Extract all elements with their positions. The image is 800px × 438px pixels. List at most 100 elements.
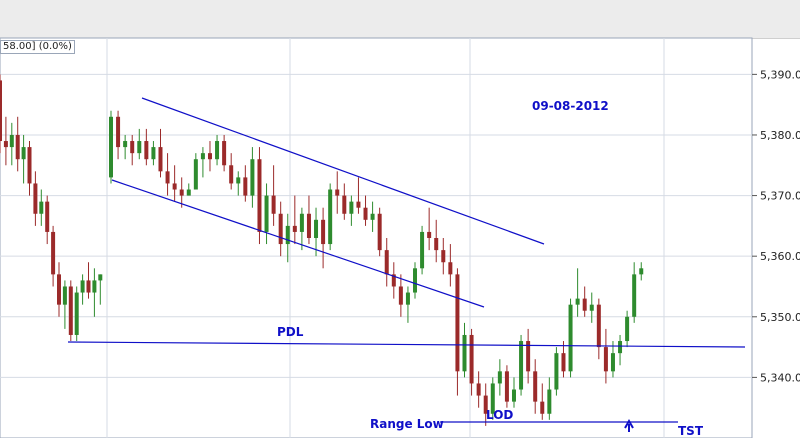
- candle: [391, 262, 396, 299]
- candle: [568, 298, 573, 378]
- candle: [27, 141, 32, 196]
- candle: [632, 262, 637, 323]
- candle: [62, 280, 67, 329]
- candle: [116, 110, 121, 160]
- pdl-annotation: PDL: [277, 325, 304, 339]
- candle-body: [165, 171, 170, 184]
- candle: [618, 334, 623, 366]
- candle: [123, 134, 128, 160]
- candle-body: [314, 219, 319, 238]
- candle: [370, 201, 375, 232]
- candle-body: [582, 298, 587, 311]
- candle: [483, 383, 488, 426]
- candle-body: [158, 147, 163, 172]
- candle-body: [222, 141, 227, 166]
- candle: [299, 207, 304, 251]
- candle-body: [21, 147, 26, 160]
- y-tick-label: 5,350.00: [760, 311, 800, 324]
- candle: [405, 286, 410, 323]
- candle-body: [264, 195, 269, 232]
- candle: [561, 341, 566, 378]
- candles: [0, 74, 644, 426]
- candle: [384, 238, 389, 287]
- candle-body: [229, 165, 234, 184]
- candle: [321, 207, 326, 269]
- candle: [540, 383, 545, 420]
- candle: [158, 128, 163, 178]
- candle: [413, 262, 418, 299]
- candle: [504, 365, 509, 408]
- candle: [144, 128, 149, 166]
- candle-body: [236, 177, 241, 184]
- candle-body: [384, 250, 389, 275]
- candle-body: [193, 159, 198, 190]
- candle: [575, 268, 580, 317]
- candle-body: [469, 334, 474, 384]
- y-tick-label: 5,360.00: [760, 250, 800, 263]
- candle-body: [57, 274, 61, 305]
- candle: [441, 238, 446, 275]
- candle-body: [3, 141, 8, 148]
- candle: [86, 262, 91, 299]
- candle: [625, 310, 630, 348]
- candle: [9, 122, 14, 166]
- candle-body: [137, 141, 142, 154]
- candle-body: [186, 189, 191, 196]
- candle: [193, 153, 198, 190]
- candle-body: [504, 371, 509, 402]
- candle: [200, 147, 205, 178]
- candle: [109, 110, 113, 184]
- candle-body: [639, 268, 644, 275]
- candle-body: [561, 353, 566, 372]
- candle: [377, 207, 382, 257]
- candle: [554, 347, 559, 396]
- candle: [33, 171, 38, 226]
- candle-body: [39, 201, 44, 214]
- candle-body: [462, 334, 467, 372]
- candle-body: [207, 153, 212, 160]
- candle-body: [172, 183, 177, 190]
- candle-body: [116, 116, 121, 148]
- candle-body: [33, 183, 38, 214]
- candle-body: [80, 280, 85, 293]
- candle-body: [540, 401, 545, 414]
- pdl-line: [67, 341, 746, 348]
- candle-body: [547, 389, 552, 414]
- candle: [349, 195, 354, 226]
- candle: [172, 165, 177, 202]
- candle-body: [405, 292, 410, 305]
- candle-body: [603, 347, 608, 372]
- candle: [342, 183, 347, 220]
- candle: [356, 177, 361, 214]
- candle: [130, 134, 135, 166]
- tst-arrow-icon: [624, 418, 634, 432]
- candle: [596, 298, 601, 360]
- candle: [582, 286, 587, 317]
- candle-body: [596, 304, 601, 348]
- candle-body: [455, 274, 460, 372]
- y-tick-label: 5,340.00: [760, 371, 800, 384]
- price-readout: 58.00] (0.0%): [0, 40, 75, 54]
- candle-body: [98, 274, 103, 281]
- candle-body: [292, 225, 297, 232]
- candle-body: [15, 134, 20, 160]
- candle: [328, 183, 333, 251]
- candle: [137, 128, 142, 160]
- candle: [292, 195, 297, 245]
- candle-body: [123, 141, 128, 148]
- candle: [335, 171, 340, 214]
- range-low-annotation: Range Low: [370, 417, 444, 431]
- candle: [427, 207, 432, 251]
- candle: [21, 134, 26, 184]
- candle: [448, 244, 453, 287]
- candle-body: [441, 250, 446, 263]
- candle-body: [299, 213, 304, 232]
- candle: [264, 183, 269, 245]
- candle-body: [335, 189, 340, 196]
- candle-body: [370, 213, 375, 220]
- candle-body: [278, 213, 283, 245]
- candle-body: [92, 280, 97, 293]
- candle: [74, 286, 79, 342]
